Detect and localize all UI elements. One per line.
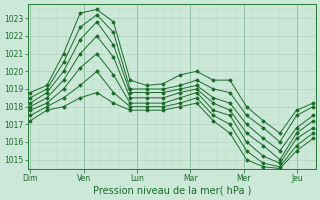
X-axis label: Pression niveau de la mer( hPa ): Pression niveau de la mer( hPa ) xyxy=(92,186,251,196)
